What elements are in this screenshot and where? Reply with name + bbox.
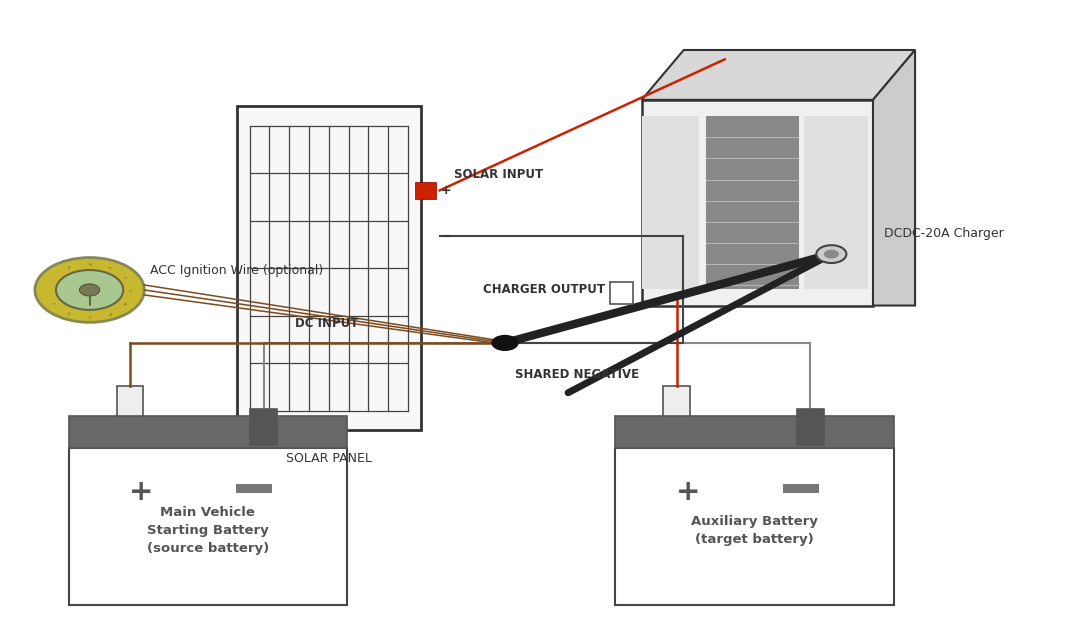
- Bar: [69, 448, 348, 605]
- Text: +: +: [441, 184, 452, 197]
- Text: Main Vehicle
Starting Battery
(source battery): Main Vehicle Starting Battery (source ba…: [147, 506, 269, 555]
- Text: ACC Ignition Wire (optional): ACC Ignition Wire (optional): [149, 265, 323, 277]
- Circle shape: [35, 258, 144, 322]
- Bar: [797, 409, 824, 445]
- Circle shape: [56, 270, 123, 310]
- Text: C: C: [88, 314, 91, 317]
- Bar: [237, 106, 421, 430]
- Circle shape: [824, 250, 839, 259]
- Polygon shape: [873, 50, 915, 305]
- Bar: [236, 483, 271, 493]
- Bar: [611, 282, 633, 304]
- Text: O: O: [67, 310, 71, 314]
- Text: +: +: [129, 478, 153, 506]
- Text: C: C: [130, 289, 134, 291]
- Text: Auxiliary Battery
(target battery): Auxiliary Battery (target battery): [691, 515, 818, 546]
- Text: SOLAR INPUT: SOLAR INPUT: [455, 169, 544, 181]
- Text: N: N: [88, 263, 91, 266]
- Circle shape: [491, 335, 518, 351]
- Text: O: O: [108, 266, 113, 270]
- Text: DC INPUT: DC INPUT: [295, 317, 358, 331]
- Bar: [782, 483, 819, 493]
- Bar: [642, 116, 700, 289]
- Text: DCDC-20A Charger: DCDC-20A Charger: [883, 227, 1003, 240]
- Text: K: K: [108, 310, 113, 314]
- Bar: [663, 385, 690, 415]
- Text: S: S: [67, 266, 70, 270]
- Text: L: L: [50, 301, 55, 305]
- Bar: [414, 182, 436, 199]
- Bar: [616, 415, 894, 448]
- Bar: [804, 116, 868, 289]
- Text: SOLAR PANEL: SOLAR PANEL: [285, 452, 371, 465]
- Text: SHARED NEGATIVE: SHARED NEGATIVE: [515, 368, 640, 381]
- Bar: [616, 448, 894, 605]
- Text: CHARGER OUTPUT: CHARGER OUTPUT: [483, 284, 605, 296]
- Polygon shape: [642, 100, 873, 305]
- Bar: [706, 116, 799, 289]
- Bar: [250, 409, 277, 445]
- Circle shape: [79, 284, 100, 296]
- Circle shape: [817, 245, 847, 263]
- Polygon shape: [642, 50, 915, 100]
- Text: C: C: [124, 275, 129, 279]
- Text: −: −: [441, 229, 452, 242]
- Text: A: A: [124, 301, 129, 305]
- Text: +: +: [676, 478, 700, 506]
- Bar: [69, 415, 348, 448]
- Bar: [117, 385, 143, 415]
